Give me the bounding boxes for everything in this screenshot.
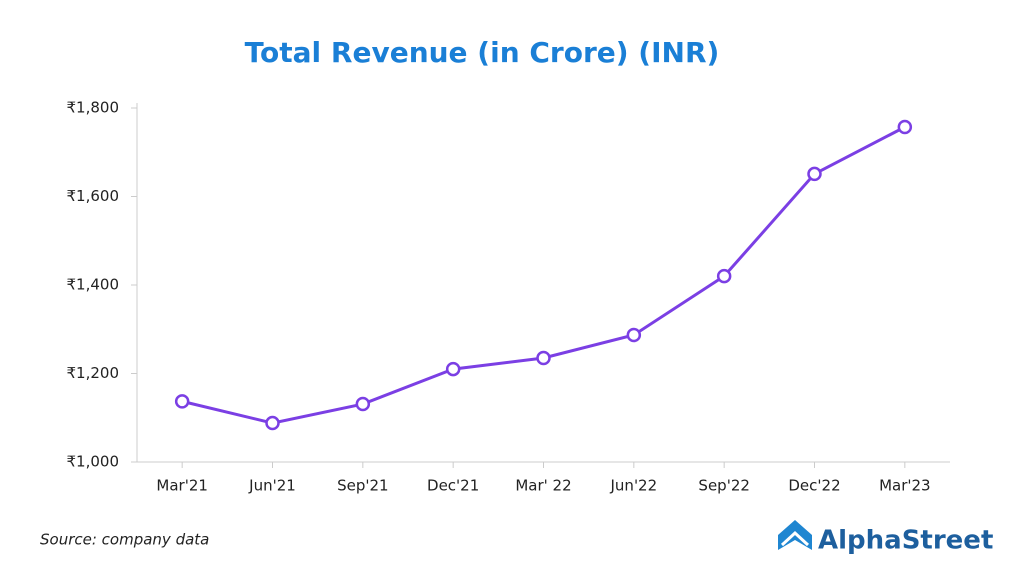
- line: [181, 125, 906, 425]
- y-tick-label: ₹1,400: [67, 276, 120, 294]
- brand-name: AlphaStreet: [818, 526, 993, 556]
- point: [897, 119, 913, 135]
- brand-logo: AlphaStreet: [778, 520, 993, 556]
- chart-title: Total Revenue (in Crore) (INR): [245, 36, 720, 69]
- point: [355, 396, 371, 412]
- point: [174, 394, 190, 409]
- point: [265, 415, 280, 431]
- x-tick-label: Mar' 22: [515, 477, 571, 495]
- y-tick-label: ₹1,000: [67, 453, 120, 471]
- point: [716, 268, 732, 284]
- x-tick-label: Sep'21: [337, 477, 388, 495]
- point: [626, 327, 642, 343]
- y-tick-label: ₹1,200: [67, 364, 120, 382]
- point: [536, 350, 551, 366]
- point: [807, 166, 822, 182]
- y-tick-label: ₹1,800: [67, 99, 120, 117]
- y-tick-label: ₹1,600: [67, 187, 120, 205]
- x-tick-label: Dec'21: [427, 477, 479, 495]
- x-tick-label: Sep'22: [698, 477, 749, 495]
- x-tick-label: Dec'22: [788, 477, 840, 495]
- point: [445, 361, 461, 377]
- x-tick-label: Jun'21: [248, 477, 296, 495]
- source-note: Source: company data: [40, 531, 209, 549]
- x-tick-label: Jun'22: [610, 477, 658, 495]
- x-tick-label: Mar'21: [156, 477, 208, 495]
- x-tick-label: Mar'23: [879, 477, 931, 495]
